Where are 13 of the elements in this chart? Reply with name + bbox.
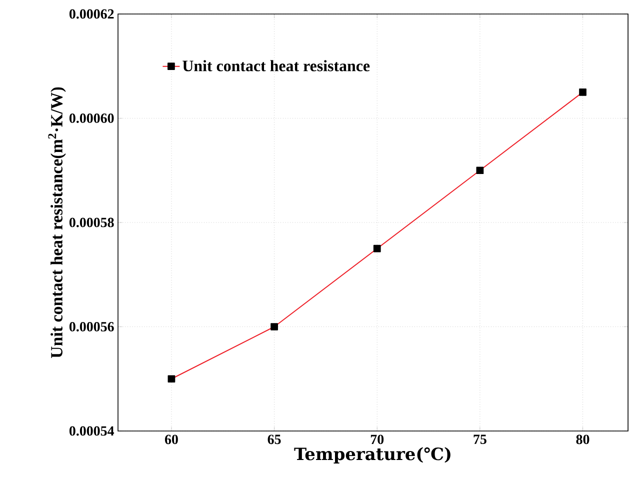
y-tick-label: 0.00054 [69, 426, 114, 436]
x-tick-label: 65 [268, 434, 281, 444]
y-tick-label: 0.00058 [69, 218, 114, 228]
x-axis-title: Temperature(℃) [294, 447, 450, 464]
legend-label: Unit contact heat resistance [182, 60, 370, 72]
x-tick-label: 75 [474, 434, 486, 444]
x-tick-label: 70 [370, 434, 384, 444]
y-tick-label: 0.00056 [69, 322, 114, 332]
x-tick-label: 80 [576, 434, 590, 444]
y-axis-title: Unit contact heat resistance(m$^{2}$·K/W) [48, 87, 66, 358]
y-tick-label: 0.00060 [69, 114, 114, 123]
x-tick-label: 60 [164, 434, 178, 444]
y-tick-label: 0.00062 [69, 9, 114, 19]
